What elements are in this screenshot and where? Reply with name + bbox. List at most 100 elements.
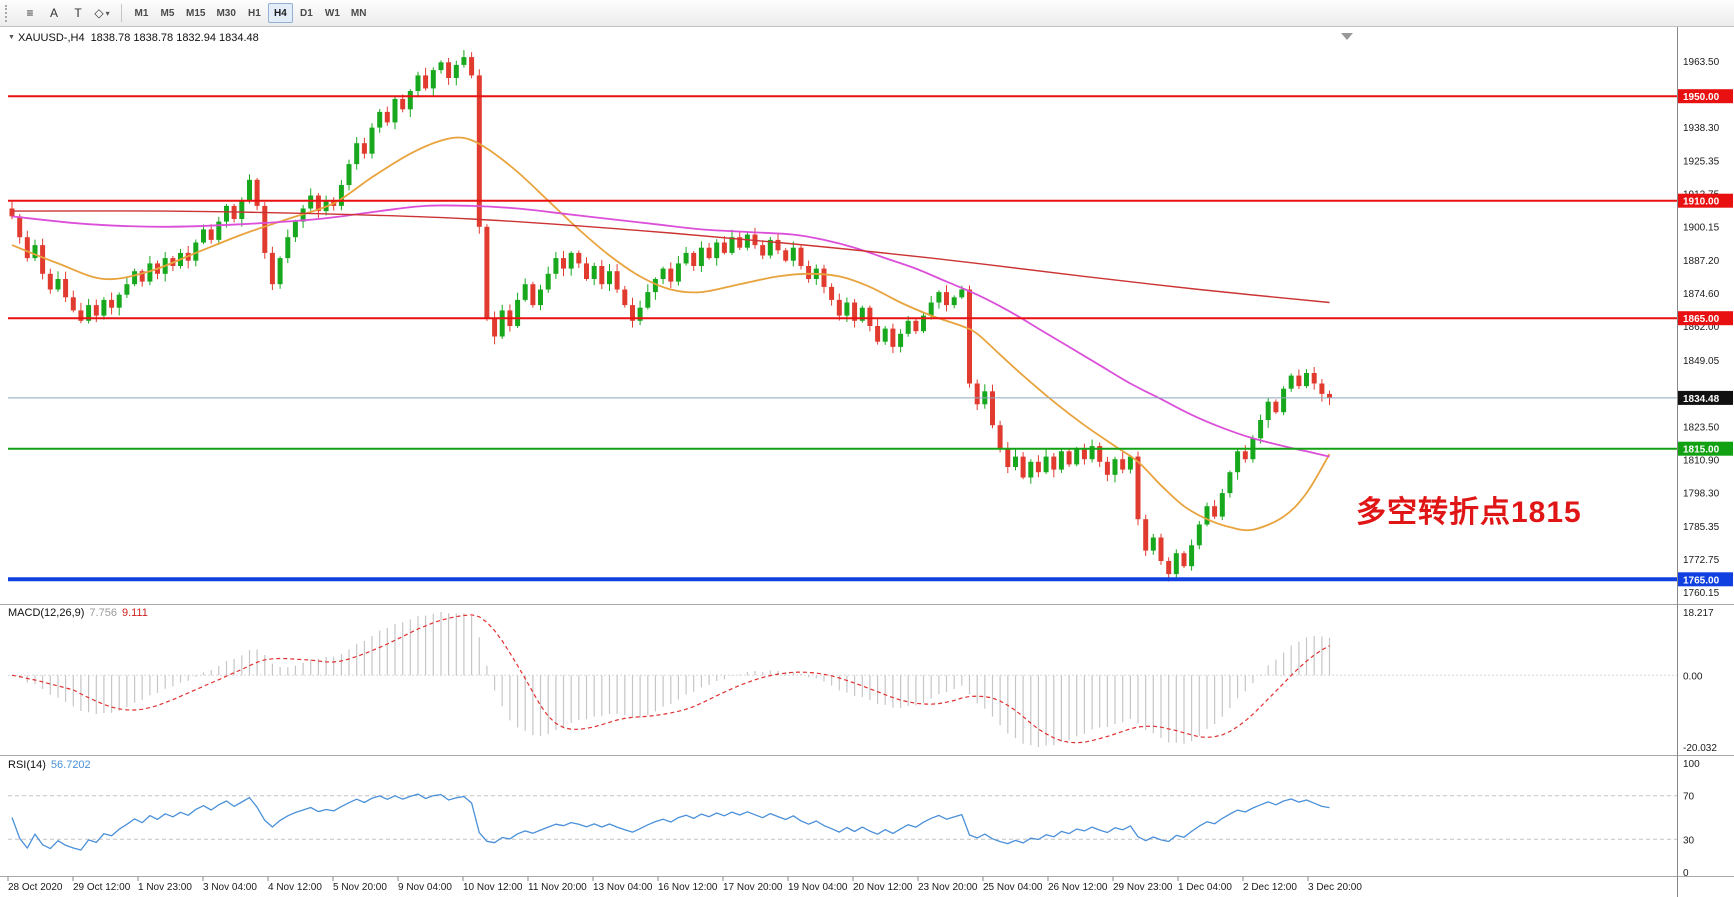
chart-annotation-text: 多空转折点1815 bbox=[1356, 496, 1582, 529]
candle-body bbox=[193, 242, 199, 261]
candle-body bbox=[744, 234, 750, 248]
candle-body bbox=[553, 258, 559, 274]
price-badge-label: 1865.00 bbox=[1683, 314, 1720, 325]
timeframe-button-m5[interactable]: M5 bbox=[155, 3, 180, 23]
candle-body bbox=[515, 299, 521, 326]
candle-body bbox=[530, 284, 536, 306]
timeframe-button-m30[interactable]: M30 bbox=[211, 3, 240, 23]
candle-body bbox=[584, 263, 589, 279]
candle-body bbox=[354, 143, 360, 165]
macd-main-value: 7.756 bbox=[89, 607, 117, 619]
candle-body bbox=[1028, 461, 1034, 478]
symbol-dropdown-icon[interactable]: ▼ bbox=[8, 34, 15, 41]
candle-body bbox=[1112, 459, 1118, 475]
candle-body bbox=[338, 185, 344, 206]
candle-body bbox=[1189, 545, 1195, 567]
time-axis-label: 17 Nov 20:00 bbox=[723, 882, 783, 893]
candle-body bbox=[928, 302, 934, 316]
timeframe-button-d1[interactable]: D1 bbox=[294, 3, 319, 23]
macd-axis-label: 0.00 bbox=[1683, 671, 1703, 682]
candle-body bbox=[78, 310, 84, 321]
candle-body bbox=[1235, 451, 1241, 473]
candle-body bbox=[1219, 493, 1225, 517]
timeframe-button-w1[interactable]: W1 bbox=[320, 3, 345, 23]
candle-body bbox=[1035, 461, 1041, 473]
tool-button-text-label[interactable]: A bbox=[42, 3, 66, 24]
candle-body bbox=[691, 252, 697, 266]
price-axis-label: 1785.35 bbox=[1683, 522, 1720, 533]
rsi-value: 56.7202 bbox=[50, 759, 91, 771]
candle-body bbox=[247, 179, 252, 201]
candle-body bbox=[216, 221, 222, 240]
tool-button-objects-list[interactable]: ≡ bbox=[18, 3, 42, 24]
chart-window[interactable]: 1963.501938.301925.351912.751900.151887.… bbox=[0, 27, 1734, 897]
candle-body bbox=[522, 284, 528, 300]
chart-canvas[interactable]: 1963.501938.301925.351912.751900.151887.… bbox=[0, 27, 1734, 897]
candle-body bbox=[132, 271, 138, 285]
candle-body bbox=[905, 320, 911, 334]
candle-body bbox=[1020, 456, 1026, 478]
candle-body bbox=[783, 250, 789, 261]
timeframe-button-mn[interactable]: MN bbox=[346, 3, 372, 23]
rsi-axis-label: 100 bbox=[1683, 759, 1700, 770]
tool-button-cursor[interactable]: T bbox=[66, 3, 90, 24]
candle-body bbox=[737, 237, 743, 248]
tool-button-shapes[interactable]: ◇ ▾ bbox=[90, 3, 114, 24]
macd-indicator-label: MACD(12,26,9) 7.756 9.111 bbox=[8, 607, 148, 619]
price-badge-label: 1950.00 bbox=[1683, 92, 1720, 103]
candle-body bbox=[1319, 383, 1325, 394]
candle-body bbox=[384, 111, 390, 123]
candle-body bbox=[24, 237, 30, 259]
candle-body bbox=[124, 284, 130, 295]
candle-body bbox=[614, 271, 620, 290]
candle-body bbox=[63, 279, 69, 298]
candle-body bbox=[1311, 373, 1317, 384]
candle-body bbox=[561, 258, 566, 269]
candle-body bbox=[1043, 456, 1049, 473]
candle-body bbox=[622, 289, 628, 306]
candle-body bbox=[714, 242, 720, 259]
candle-body bbox=[484, 226, 490, 319]
candle-body bbox=[798, 247, 804, 266]
price-badge-label: 1765.00 bbox=[1683, 575, 1720, 586]
candle-body bbox=[959, 289, 965, 298]
candle-body bbox=[944, 292, 949, 306]
time-axis-label: 29 Nov 23:00 bbox=[1113, 882, 1173, 893]
time-axis-label: 1 Dec 04:00 bbox=[1178, 882, 1232, 893]
candle-body bbox=[1120, 459, 1126, 470]
candle-body bbox=[499, 310, 505, 337]
price-axis-label: 1874.60 bbox=[1683, 289, 1720, 300]
candle-body bbox=[1097, 446, 1103, 462]
timeframe-button-h4[interactable]: H4 bbox=[267, 3, 293, 23]
candle-body bbox=[775, 239, 781, 251]
candle-body bbox=[637, 307, 643, 321]
candle-body bbox=[1265, 401, 1271, 420]
candle-body bbox=[974, 383, 980, 405]
time-axis-label: 20 Nov 12:00 bbox=[853, 882, 913, 893]
candle-body bbox=[446, 62, 452, 78]
toolbar-grip[interactable] bbox=[5, 4, 12, 22]
candle-body bbox=[93, 305, 99, 316]
candle-body bbox=[829, 286, 835, 300]
toolbar-separator bbox=[121, 4, 122, 22]
timeframe-button-m1[interactable]: M1 bbox=[129, 3, 154, 23]
timeframe-button-m15[interactable]: M15 bbox=[181, 3, 210, 23]
price-axis-label: 1772.75 bbox=[1683, 555, 1720, 566]
candle-body bbox=[921, 315, 926, 332]
candle-body bbox=[660, 268, 666, 279]
dropdown-caret-icon: ▾ bbox=[105, 8, 110, 18]
candle-body bbox=[86, 305, 92, 321]
candle-body bbox=[1273, 401, 1279, 413]
candle-body bbox=[254, 179, 260, 206]
price-badge-label: 1815.00 bbox=[1683, 445, 1720, 456]
candle-body bbox=[1227, 472, 1233, 494]
candle-body bbox=[1288, 375, 1294, 389]
price-badge bbox=[1678, 311, 1733, 326]
macd-signal-line bbox=[11, 614, 1330, 744]
candle-body bbox=[1066, 451, 1072, 465]
candle-body bbox=[890, 328, 896, 347]
candle-body bbox=[1051, 456, 1057, 470]
timeframe-button-h1[interactable]: H1 bbox=[242, 3, 267, 23]
price-badge-label: 1910.00 bbox=[1683, 197, 1720, 208]
candle-body bbox=[208, 229, 214, 240]
